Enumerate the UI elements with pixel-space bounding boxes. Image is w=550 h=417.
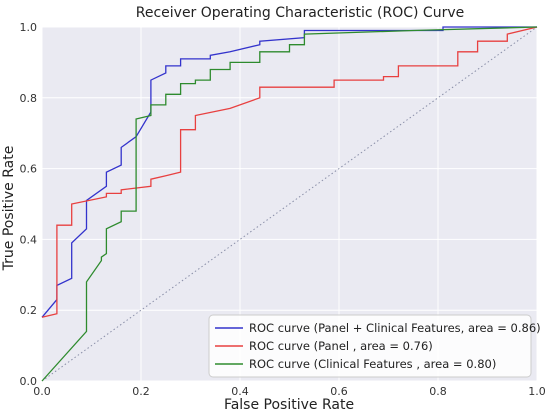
roc-series-line-3 [41,26,538,382]
y-tick-label: 1.0 [20,21,38,34]
reference-diagonal-line [41,26,538,382]
x-tick-label: 0.8 [429,385,447,398]
x-tick-label: 1.0 [528,385,546,398]
y-tick-label: 0.2 [20,304,38,317]
x-tick-label: 0.4 [231,385,249,398]
legend: ROC curve (Panel + Clinical Features, ar… [208,314,541,378]
legend-label-series-2: ROC curve (Panel , area = 0.76) [249,339,433,353]
x-tick-label: 0.6 [330,385,348,398]
x-axis-title: False Positive Rate [224,397,354,413]
y-tick-label: 0.6 [20,163,38,176]
legend-box [208,314,532,378]
y-tick-label: 0.4 [20,233,38,246]
y-tick-label: 0.8 [20,92,38,105]
y-tick-labels: 0.0 0.2 0.4 0.6 0.8 1.0 [20,21,38,388]
grid-lines [41,26,538,382]
y-axis-title: True Positive Rate [1,146,17,272]
legend-label-series-1: ROC curve (Panel + Clinical Features, ar… [249,321,541,335]
x-tick-label: 0.0 [33,385,51,398]
y-tick-label: 0.0 [20,375,38,388]
legend-label-series-3: ROC curve (Clinical Features , area = 0.… [249,357,496,371]
roc-series-line-1 [41,26,537,318]
roc-series-line-2 [41,26,538,318]
x-tick-label: 0.2 [132,385,150,398]
x-tick-labels: 0.0 0.2 0.4 0.6 0.8 1.0 [33,385,546,398]
series-layer [41,26,538,382]
chart-title: Receiver Operating Characteristic (ROC) … [136,5,465,21]
